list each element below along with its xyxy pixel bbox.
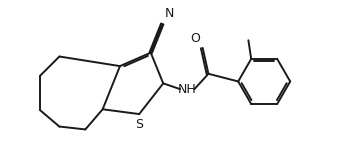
Text: O: O	[190, 32, 200, 45]
Text: NH: NH	[178, 83, 197, 96]
Text: S: S	[135, 118, 143, 131]
Text: N: N	[165, 7, 174, 20]
